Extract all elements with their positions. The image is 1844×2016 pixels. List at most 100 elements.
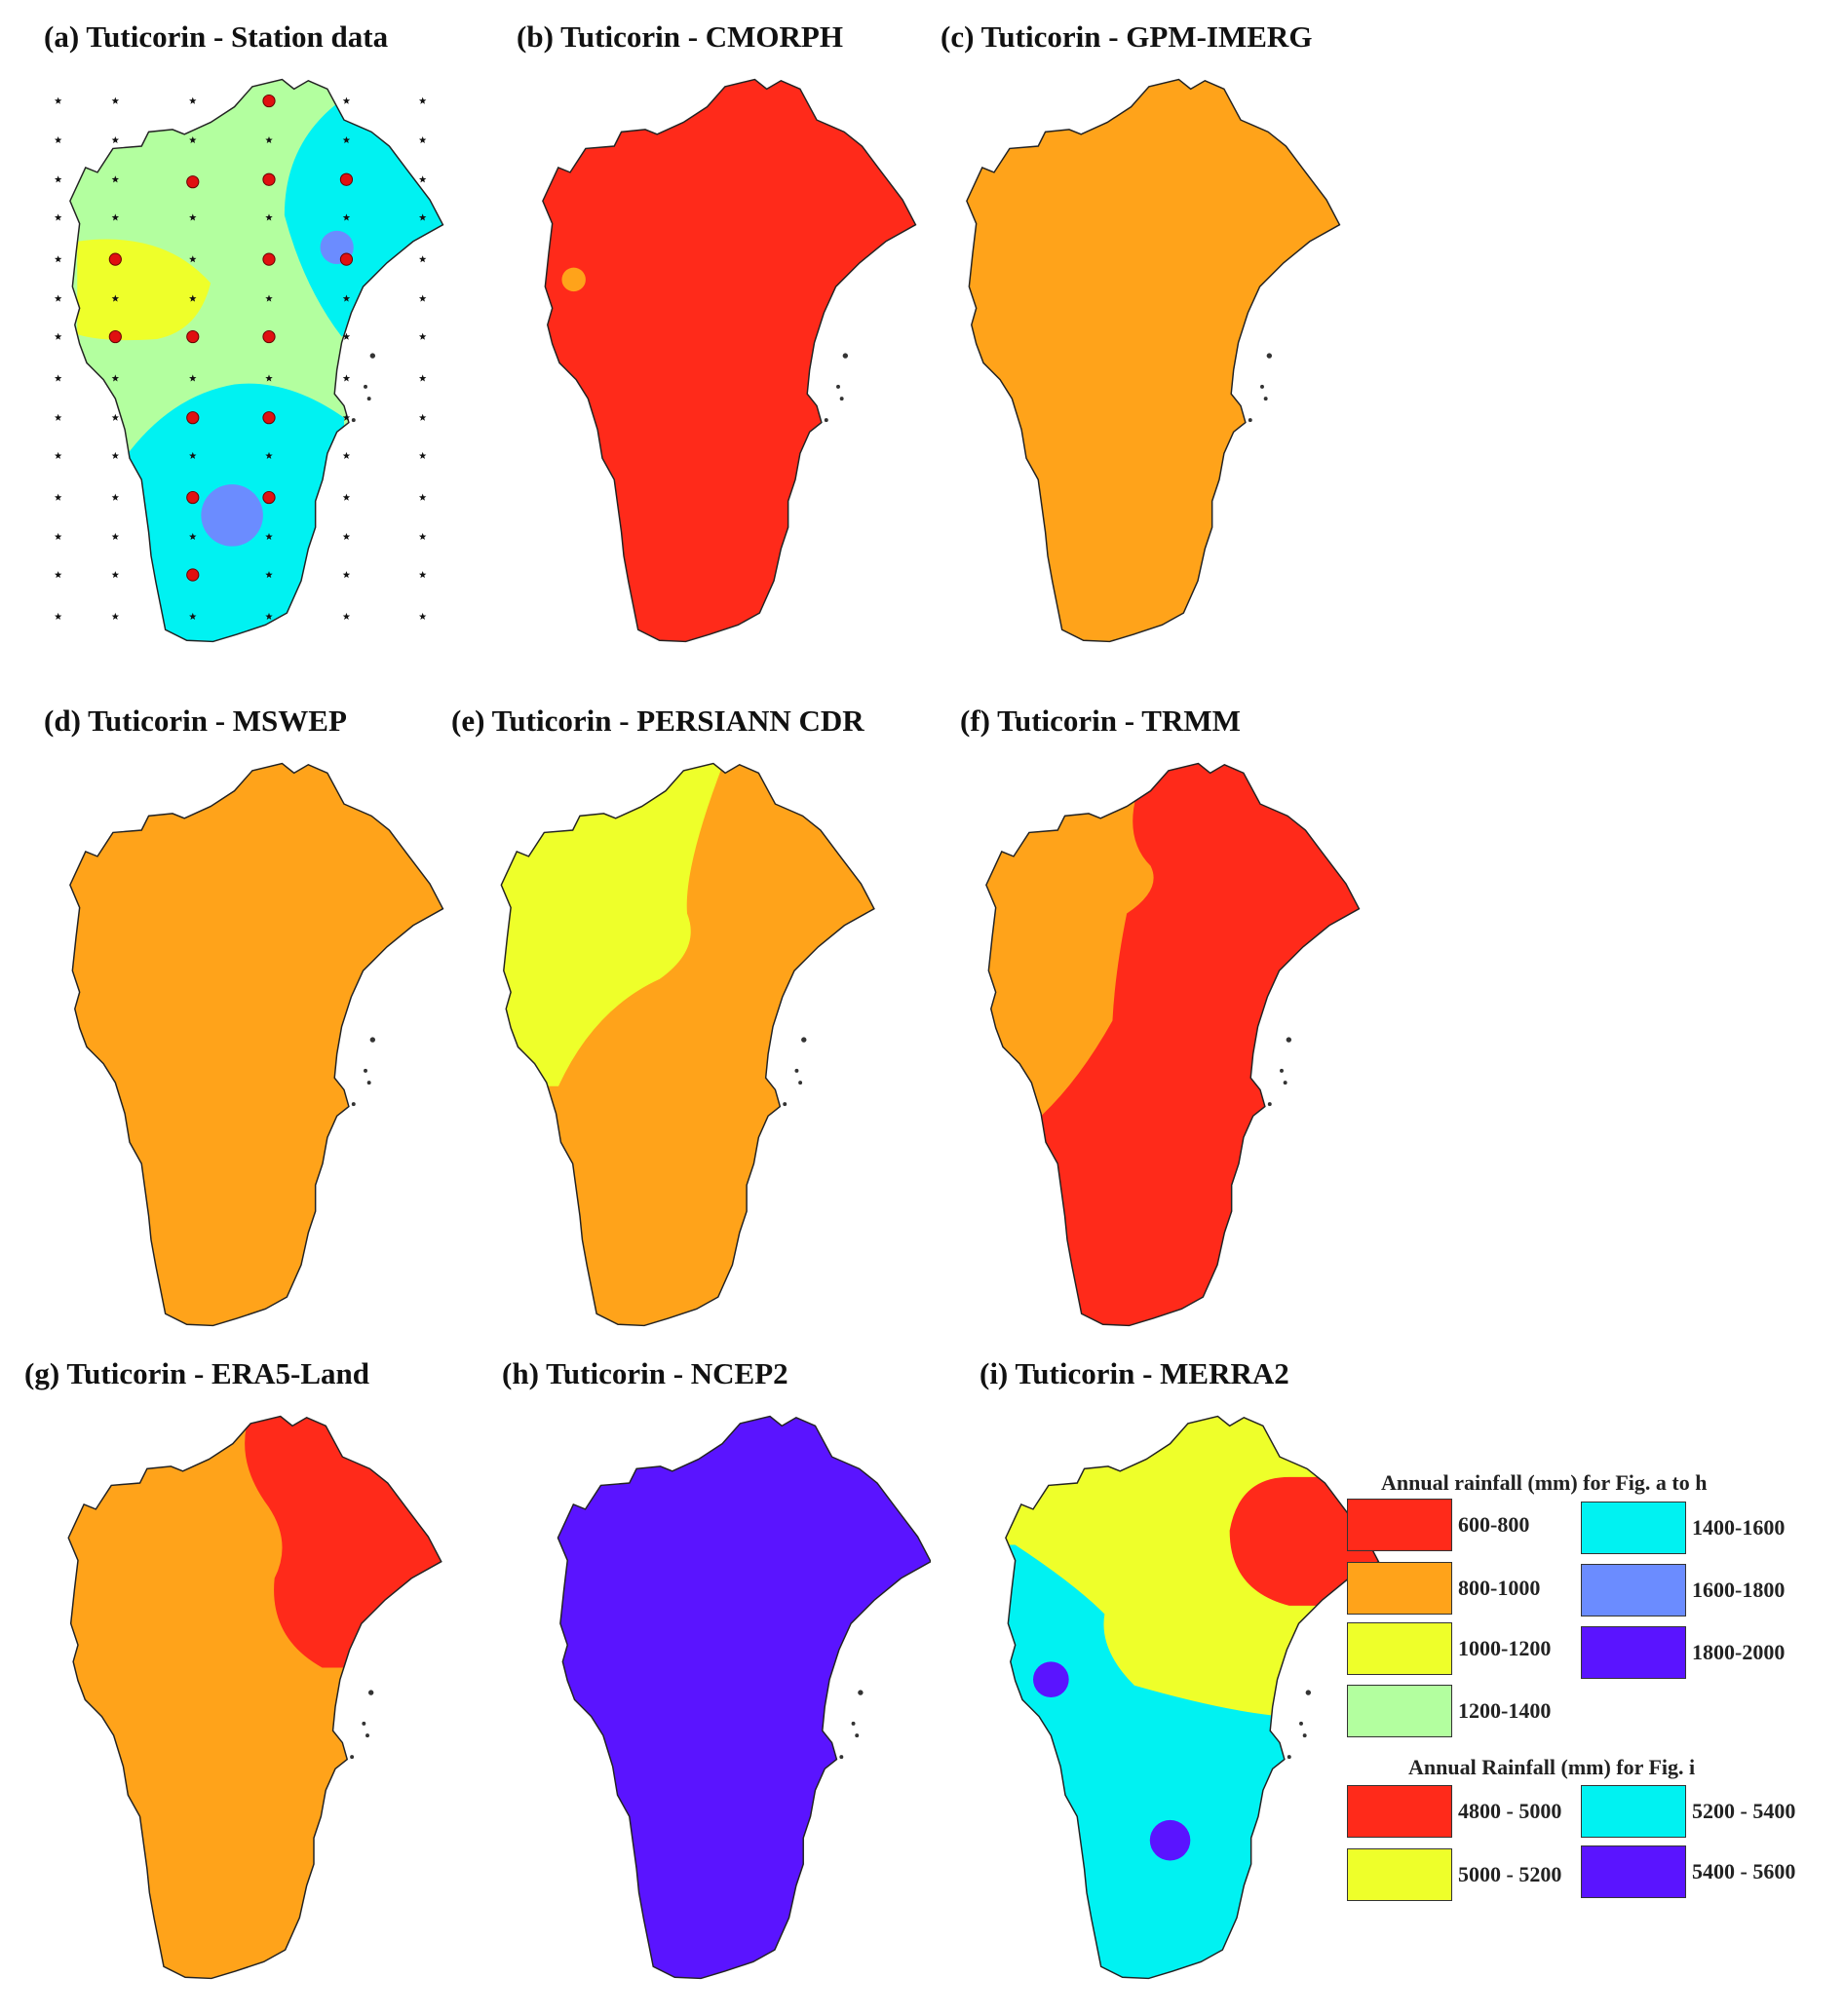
panel-c-title: (c) Tuticorin - GPM-IMERG [941,19,1313,54]
legend-item-800-1000: 800-1000 [1347,1562,1581,1617]
grid-point-star [54,493,62,501]
grid-point-star [54,135,62,144]
map-i [1005,1415,1380,1980]
panel-d-title: (d) Tuticorin - MSWEP [44,704,347,738]
grid-point-star [418,175,427,183]
zone-800-1000 [561,267,586,292]
zone-600-800 [245,1416,442,1668]
map-g [67,1415,442,1980]
grid-point-star [189,294,197,302]
panel-a-title: (a) Tuticorin - Station data [44,19,389,54]
grid-point-star [418,294,427,302]
grid-point-star [418,374,427,382]
panel-e: (e) Tuticorin - PERSIANN CDR [451,704,919,1327]
grid-point-star [111,294,120,302]
swatch-1600-1800 [1581,1564,1686,1617]
swatch-800-1000 [1347,1562,1452,1615]
map-d [69,762,444,1327]
zone-800-1000 [69,762,444,1327]
legend-item-600-800: 600-800 [1347,1499,1581,1553]
panel-a: (a) Tuticorin - Station data [44,19,512,643]
panel-i-title: (i) Tuticorin - MERRA2 [980,1356,1289,1390]
grid-point-star [111,493,120,501]
map-e [500,762,875,1327]
grid-point-star [111,571,120,579]
grid-point-star [54,175,62,183]
swatch-5400-5600 [1581,1845,1686,1898]
grid-point-star [111,213,120,221]
legend-label-4800-5000: 4800 - 5000 [1458,1799,1562,1823]
zone-800-1000 [966,78,1341,643]
grid-point-star [418,255,427,263]
grid-point-star [265,135,273,144]
legend-item-1600-1800: 1600-1800 [1581,1564,1815,1618]
station-markers [108,94,354,582]
legend-label-1000-1200: 1000-1200 [1458,1636,1552,1660]
grid-point-star [54,451,62,459]
legend-item-1400-1600: 1400-1600 [1581,1502,1815,1556]
grid-point-star [342,532,351,541]
grid-point-star [111,451,120,459]
grid-point-star [418,532,427,541]
grid-point-star [54,255,62,263]
legend-label-5000-5200: 5000 - 5200 [1458,1862,1562,1886]
grid-point-star [111,175,120,183]
legend-label-1200-1400: 1200-1400 [1458,1698,1552,1723]
grid-point-star [418,612,427,620]
grid-point-star [342,294,351,302]
legend-label-5400-5600: 5400 - 5600 [1692,1859,1796,1883]
grid-point-star [54,213,62,221]
grid-point-star [418,571,427,579]
grid-point-star [265,451,273,459]
map-c [966,78,1341,643]
map-h [557,1415,931,1980]
grid-point-star [418,213,427,221]
panel-c: (c) Tuticorin - GPM-IMERG [941,19,1408,643]
grid-point-star [342,96,351,104]
swatch-5000-5200 [1347,1848,1452,1901]
grid-point-star [342,135,351,144]
grid-point-star [54,532,62,541]
grid-point-star [342,332,351,340]
zone-600-800 [542,78,917,643]
zone-1800-2000 [557,1415,931,1980]
panel-b-title: (b) Tuticorin - CMORPH [517,19,843,54]
grid-point-star [54,294,62,302]
grid-point-star [342,571,351,579]
grid-point-star [418,96,427,104]
swatch-4800-5000 [1347,1785,1452,1838]
grid-point-star [265,374,273,382]
grid-point-star [54,413,62,421]
legend-title-i: Annual Rainfall (mm) for Fig. i [1408,1755,1696,1779]
grid-point-star [189,451,197,459]
grid-point-star [54,332,62,340]
grid-point-star [265,294,273,302]
grid-point-star [111,96,120,104]
map-f [985,762,1361,1327]
swatch-1200-1400 [1347,1685,1452,1737]
grid-point-star [342,612,351,620]
panel-d: (d) Tuticorin - MSWEP [44,704,512,1327]
zone-1000-1200 [77,239,211,341]
legend-label-1400-1600: 1400-1600 [1692,1515,1786,1540]
swatch-600-800 [1347,1499,1452,1551]
grid-point-star [189,532,197,541]
grid-point-star [418,413,427,421]
panel-f-title: (f) Tuticorin - TRMM [960,704,1241,738]
panel-h: (h) Tuticorin - NCEP2 [502,1356,970,1980]
panel-i: (i) Tuticorin - MERRA2 [980,1356,1447,1980]
panel-g-title: (g) Tuticorin - ERA5-Land [24,1356,369,1390]
grid-point-star [111,374,120,382]
grid-point-star [265,612,273,620]
grid-point-star [265,571,273,579]
panel-g: (g) Tuticorin - ERA5-Land [24,1356,492,1980]
swatch-1000-1200 [1347,1622,1452,1675]
grid-point-star [342,451,351,459]
panel-e-title: (e) Tuticorin - PERSIANN CDR [451,704,864,738]
grid-point-star [418,332,427,340]
grid-point-star [342,374,351,382]
zone-4800-5000 [1229,1476,1379,1606]
legend-label-800-1000: 800-1000 [1458,1576,1541,1600]
legend-item-5400-5600: 5400 - 5600 [1581,1845,1815,1900]
swatch-5200-5400 [1581,1785,1686,1838]
